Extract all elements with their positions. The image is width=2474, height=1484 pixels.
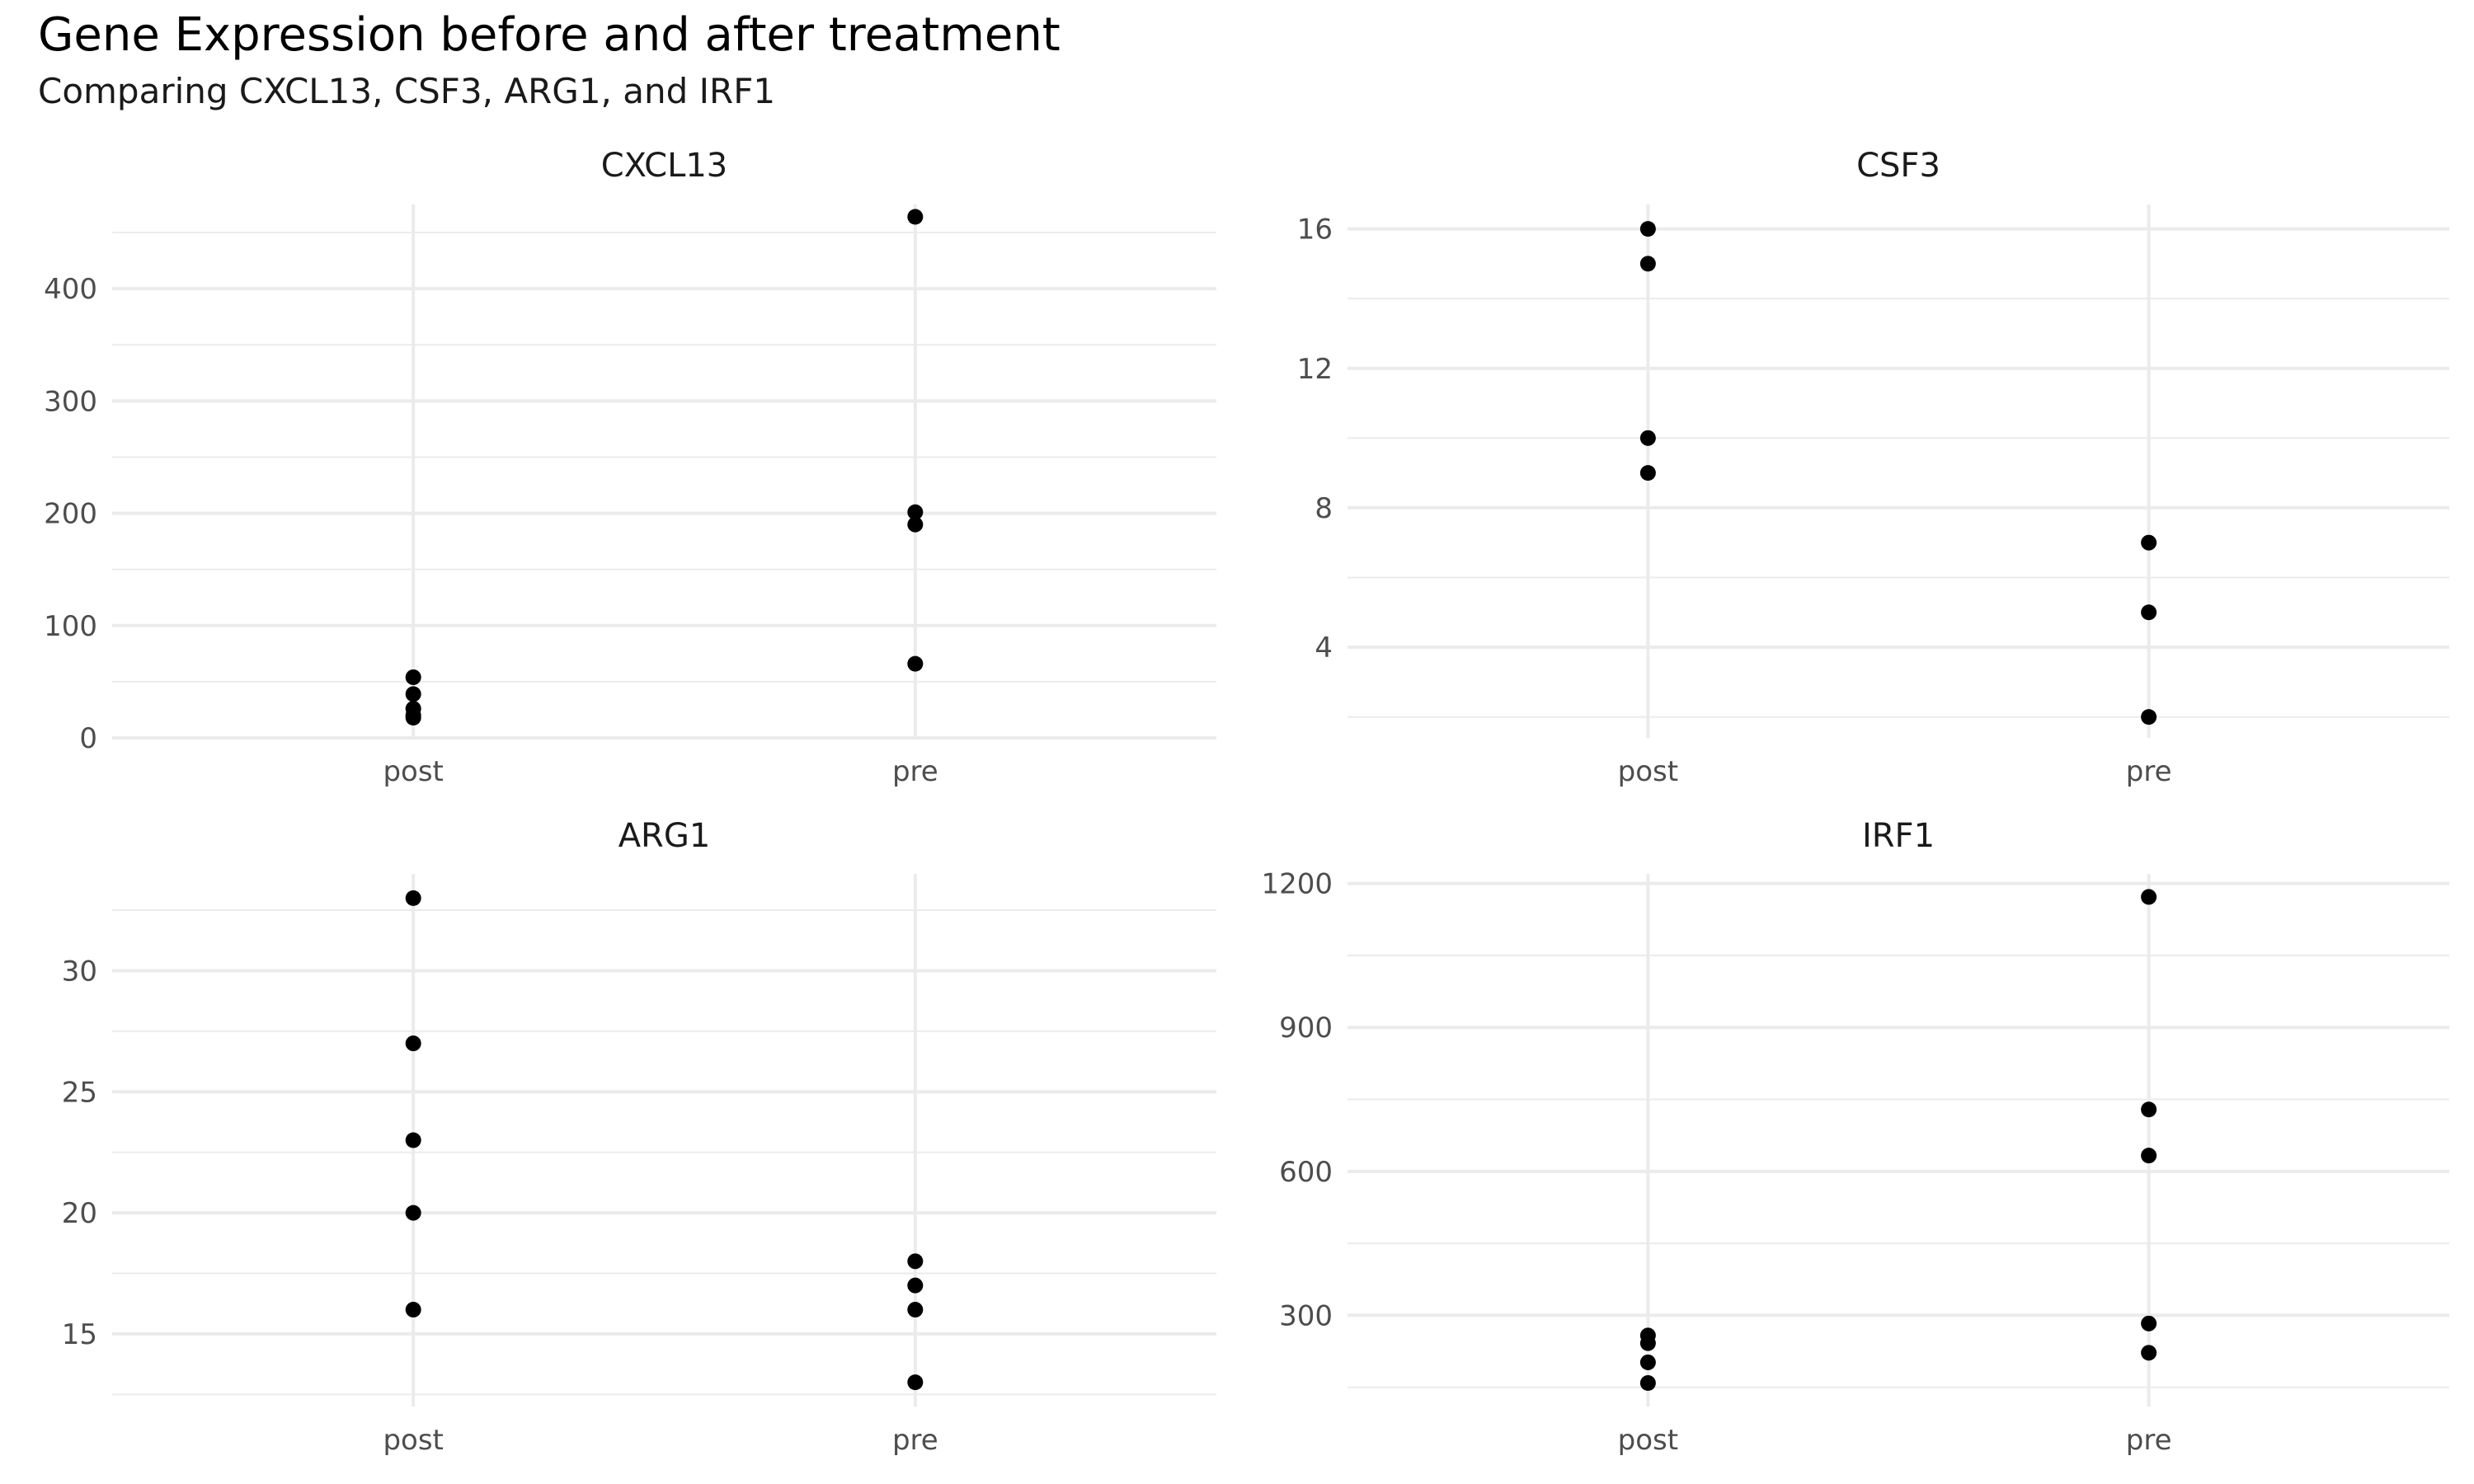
y-tick-label: 25	[62, 1076, 97, 1109]
x-tick-label-pre: pre	[2126, 1424, 2172, 1457]
y-tick-label: 900	[1279, 1012, 1333, 1045]
point-arg1-pre	[907, 1277, 924, 1294]
point-irf1-pre	[2141, 1345, 2157, 1361]
x-tick-label-pre: pre	[2126, 755, 2172, 788]
point-arg1-pre	[907, 1302, 924, 1318]
y-tick-label: 8	[1315, 492, 1333, 525]
point-arg1-post	[405, 890, 421, 906]
point-cxcl13-pre	[907, 209, 924, 225]
point-csf3-post	[1639, 430, 1656, 446]
point-cxcl13-post	[405, 669, 421, 685]
panel-irf1: 300 600 900 1200 post pre IRF1	[1261, 817, 2449, 1457]
point-arg1-post	[405, 1302, 421, 1318]
point-csf3-pre	[2141, 604, 2157, 621]
chart-subtitle: Comparing CXCL13, CSF3, ARG1, and IRF1	[38, 71, 776, 111]
point-cxcl13-pre	[907, 516, 924, 533]
y-tick-label: 0	[79, 722, 97, 755]
x-tick-label-pre: pre	[892, 1424, 938, 1457]
point-arg1-post	[405, 1036, 421, 1052]
point-irf1-pre	[2141, 1315, 2157, 1331]
point-cxcl13-post	[405, 709, 421, 726]
y-tick-label: 600	[1279, 1156, 1333, 1189]
y-tick-label: 100	[44, 610, 97, 643]
y-tick-label: 20	[62, 1197, 97, 1230]
y-tick-label: 16	[1297, 214, 1333, 247]
x-tick-label-post: post	[1618, 1424, 1678, 1457]
panel-title-irf1: IRF1	[1862, 817, 1935, 855]
chart-title: Gene Expression before and after treatme…	[38, 8, 1061, 62]
point-cxcl13-pre	[907, 655, 924, 672]
panel-cxcl13: 0 100 200 300 400 post pre CXCL13	[44, 147, 1216, 788]
point-irf1-post	[1639, 1335, 1656, 1351]
point-irf1-post	[1639, 1374, 1656, 1391]
panel-title-csf3: CSF3	[1856, 147, 1940, 185]
point-cxcl13-post	[405, 686, 421, 702]
point-csf3-post	[1639, 221, 1656, 237]
y-tick-label: 15	[62, 1318, 97, 1351]
y-tick-label: 300	[44, 385, 97, 418]
point-irf1-pre	[2141, 1148, 2157, 1164]
panel-csf3: 4 8 12 16 post pre CSF3	[1297, 147, 2449, 788]
y-tick-label: 30	[62, 955, 97, 988]
point-cxcl13-pre	[907, 504, 924, 520]
point-csf3-post	[1639, 256, 1656, 272]
x-tick-label-post: post	[1618, 755, 1678, 788]
point-csf3-pre	[2141, 534, 2157, 551]
point-arg1-post	[405, 1205, 421, 1221]
y-tick-label: 1200	[1261, 868, 1333, 901]
point-csf3-post	[1639, 465, 1656, 481]
y-tick-label: 4	[1315, 632, 1333, 665]
point-irf1-pre	[2141, 889, 2157, 905]
point-irf1-post	[1639, 1354, 1656, 1370]
point-arg1-pre	[907, 1253, 924, 1270]
y-tick-label: 200	[44, 498, 97, 531]
point-arg1-pre	[907, 1374, 924, 1391]
point-arg1-post	[405, 1132, 421, 1148]
y-tick-label: 300	[1279, 1299, 1333, 1332]
y-tick-label: 12	[1297, 353, 1333, 386]
point-irf1-pre	[2141, 1101, 2157, 1118]
panel-arg1: 15 20 25 30 post pre ARG1	[62, 817, 1216, 1457]
point-csf3-pre	[2141, 709, 2157, 726]
x-tick-label-pre: pre	[892, 755, 938, 788]
panel-title-cxcl13: CXCL13	[601, 147, 728, 185]
x-tick-label-post: post	[383, 1424, 443, 1457]
y-tick-label: 400	[44, 273, 97, 306]
x-tick-label-post: post	[383, 755, 443, 788]
panel-title-arg1: ARG1	[618, 817, 711, 855]
